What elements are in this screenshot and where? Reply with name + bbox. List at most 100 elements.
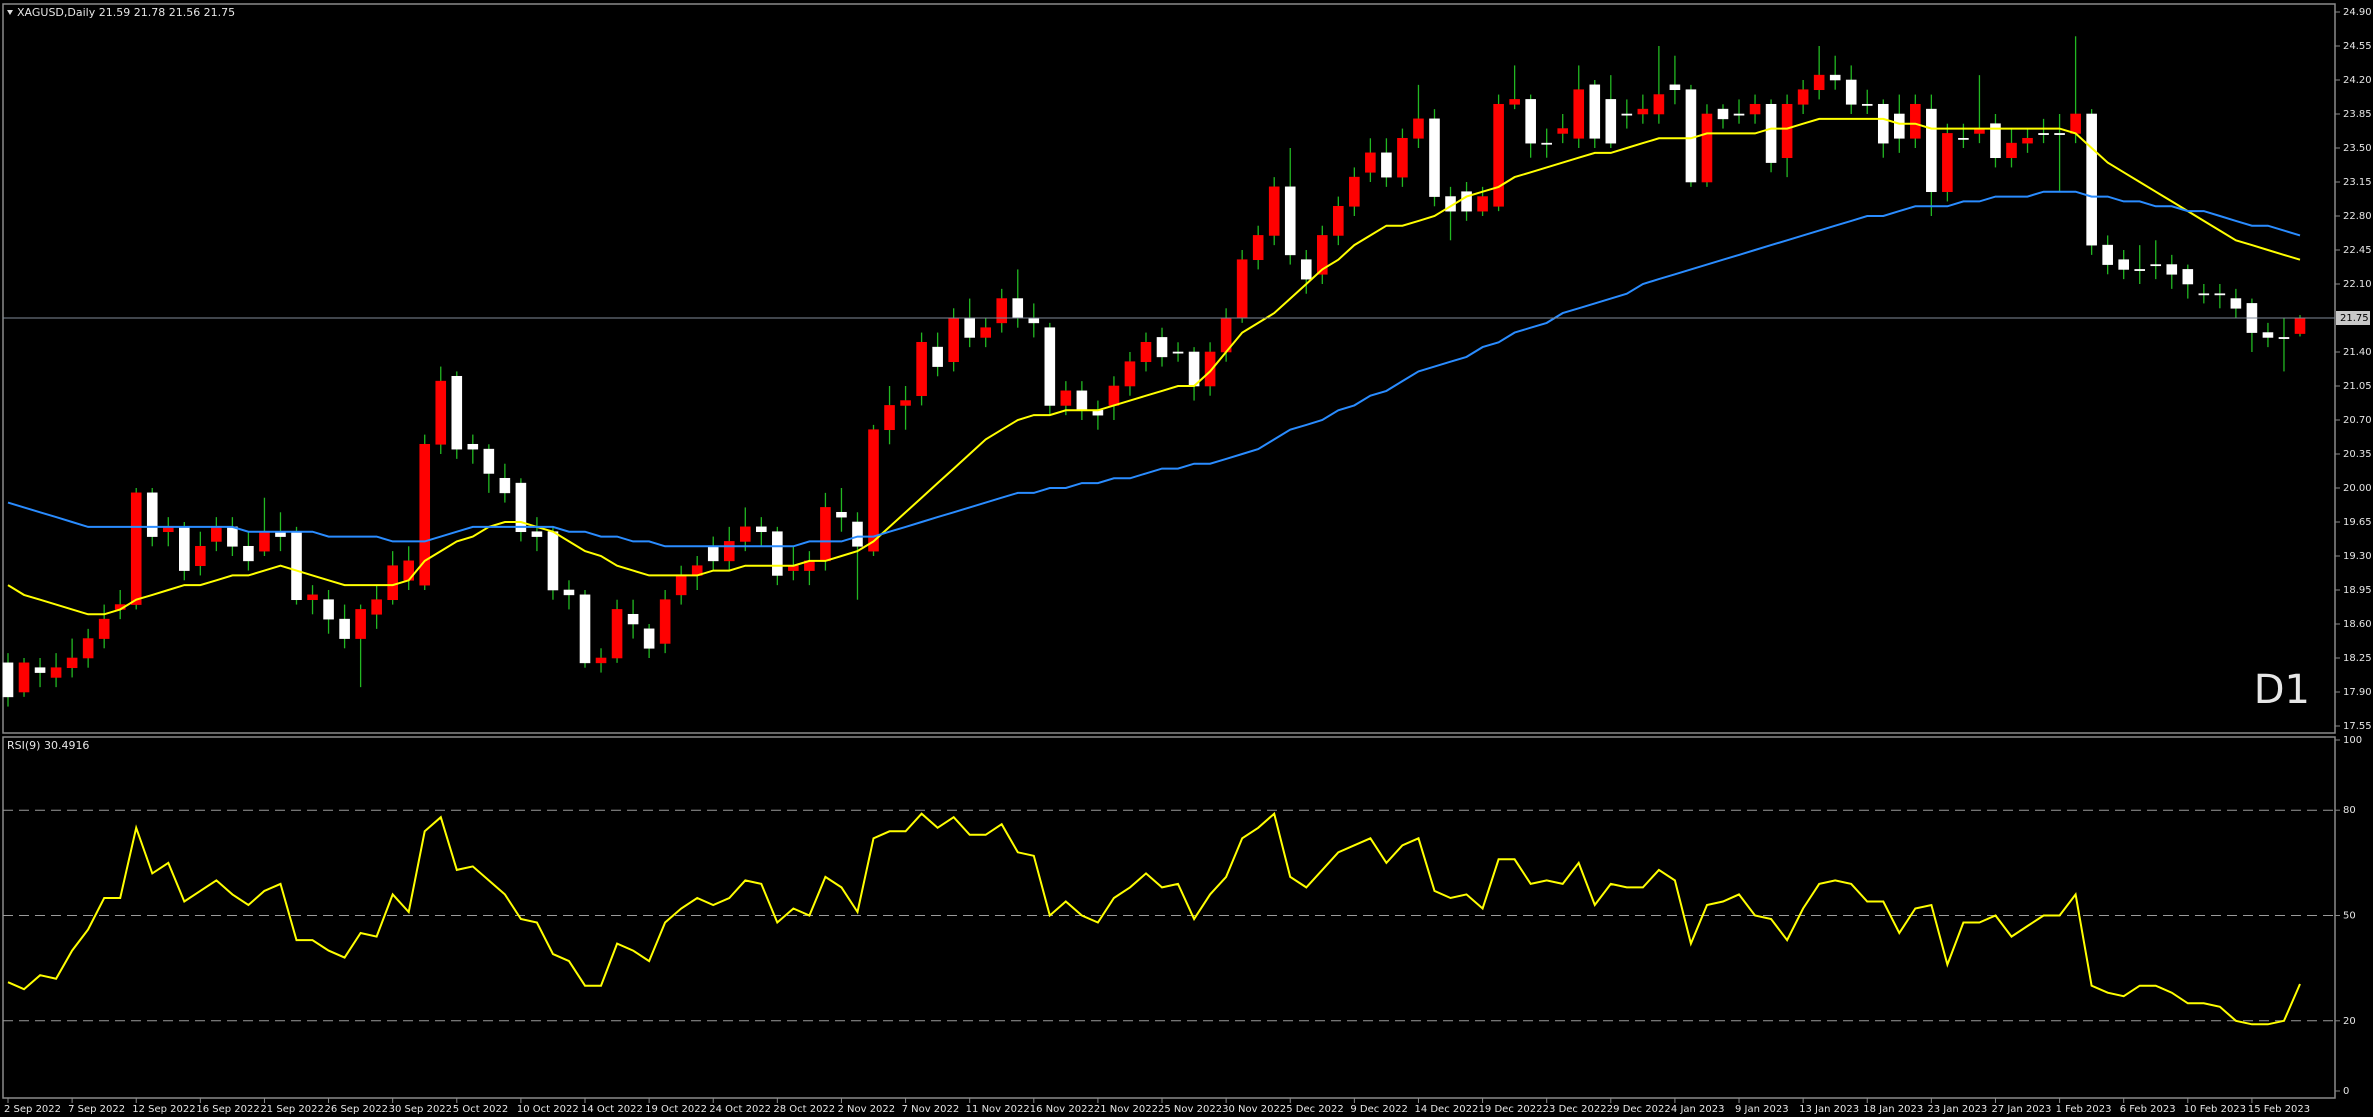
- candle-body: [1525, 99, 1536, 144]
- candle-body: [1990, 123, 2001, 159]
- candle-body: [964, 317, 975, 338]
- menu-icon[interactable]: [7, 10, 13, 15]
- candle-body: [211, 526, 222, 542]
- x-tick-label: 16 Nov 2022: [1030, 1104, 1094, 1115]
- candle-body: [1108, 385, 1120, 406]
- candle-body: [1861, 103, 1873, 106]
- y-tick-label: 18.25: [2343, 653, 2372, 664]
- candle-body: [852, 521, 863, 547]
- candle-body: [1429, 118, 1440, 197]
- candle-body: [1557, 128, 1569, 134]
- current-price-box: [2336, 311, 2370, 325]
- candle-body: [323, 599, 334, 620]
- candle-body: [499, 477, 511, 494]
- x-tick-label: 27 Jan 2023: [1991, 1104, 2051, 1115]
- candle-body: [772, 531, 783, 576]
- candle-body: [1172, 351, 1184, 354]
- x-tick-label: 23 Dec 2022: [1543, 1104, 1607, 1115]
- current-price-label: 21.75: [2340, 313, 2369, 324]
- candle-body: [884, 405, 895, 431]
- candle-body: [98, 618, 110, 639]
- x-tick-label: 9 Dec 2022: [1350, 1104, 1408, 1115]
- x-tick-label: 25 Nov 2022: [1158, 1104, 1222, 1115]
- candle-body: [387, 565, 398, 601]
- y-tick-label: 22.10: [2343, 279, 2372, 290]
- candle-body: [1813, 74, 1825, 91]
- candle-body: [307, 594, 318, 601]
- candle-body: [146, 492, 158, 537]
- candle-body: [2070, 113, 2081, 134]
- candle-body: [611, 609, 623, 659]
- candle-body: [1637, 108, 1649, 115]
- plot-layer: 24.90 24.55 24.20 23.85 23.50 23.15 22.80 22.45…: [2, 7, 2372, 1115]
- candle-body: [868, 429, 879, 552]
- candle-body: [1060, 390, 1072, 406]
- y-tick-label: 22.80: [2343, 211, 2372, 222]
- candle-body: [2134, 269, 2146, 271]
- candle-body: [996, 298, 1008, 324]
- candle-body: [595, 657, 607, 664]
- candle-body: [643, 628, 655, 649]
- candle-body: [563, 589, 575, 596]
- candle-body: [2, 662, 14, 698]
- x-tick-label: 12 Sep 2022: [132, 1104, 195, 1115]
- x-tick-label: 24 Oct 2022: [709, 1104, 771, 1115]
- y-tick-label: 100: [2343, 735, 2362, 746]
- candle-body: [707, 545, 719, 562]
- y-tick-label: 17.55: [2343, 721, 2372, 732]
- y-tick-label: 22.45: [2343, 245, 2372, 256]
- candle-body: [659, 599, 671, 644]
- rsi-panel: [2, 736, 2336, 1099]
- x-tick-label: 29 Dec 2022: [1607, 1104, 1671, 1115]
- y-tick-label: 23.85: [2343, 109, 2372, 120]
- candle-body: [1012, 298, 1024, 319]
- candle-body: [675, 575, 687, 596]
- candle-body: [2294, 317, 2306, 334]
- candle-body: [2198, 293, 2210, 296]
- candle-body: [1316, 235, 1328, 275]
- candle-body: [2230, 298, 2242, 309]
- y-tick-label: 24.55: [2343, 41, 2372, 52]
- y-tick-label: 23.50: [2343, 143, 2372, 154]
- candle-body: [1268, 186, 1280, 236]
- x-tick-label: 11 Nov 2022: [966, 1104, 1030, 1115]
- candle-body: [371, 599, 382, 615]
- y-tick-label: 24.90: [2343, 7, 2372, 18]
- candle-body: [34, 667, 46, 673]
- candle-body: [419, 443, 431, 586]
- candle-body: [1894, 113, 1905, 139]
- x-tick-label: 13 Jan 2023: [1799, 1104, 1859, 1115]
- candle-body: [1733, 113, 1745, 116]
- candle-body: [1877, 103, 1889, 144]
- candle-body: [2214, 293, 2226, 296]
- x-tick-label: 19 Oct 2022: [645, 1104, 707, 1115]
- candle-body: [1621, 113, 1633, 116]
- candle-body: [1749, 103, 1761, 115]
- candle-body: [2278, 337, 2290, 339]
- candle-body: [2182, 269, 2194, 285]
- x-tick-label: 5 Dec 2022: [1286, 1104, 1344, 1115]
- candle-body: [1397, 137, 1408, 178]
- candle-body: [2166, 264, 2178, 275]
- candle-body: [836, 511, 847, 518]
- candle-body: [1204, 351, 1216, 387]
- candle-body: [1076, 390, 1088, 411]
- candle-body: [291, 531, 302, 601]
- price-panel: [2, 3, 2336, 734]
- y-tick-label: 18.95: [2343, 585, 2372, 596]
- candle-body: [756, 526, 767, 533]
- x-tick-label: 1 Feb 2023: [2056, 1104, 2112, 1115]
- candle-body: [1942, 133, 1953, 193]
- x-tick-label: 23 Jan 2023: [1927, 1104, 1987, 1115]
- candle-body: [1701, 113, 1713, 183]
- x-tick-label: 10 Feb 2023: [2184, 1104, 2246, 1115]
- x-tick-label: 6 Feb 2023: [2120, 1104, 2176, 1115]
- candle-body: [1333, 205, 1344, 236]
- candle-body: [1653, 94, 1665, 115]
- x-tick-label: 30 Nov 2022: [1222, 1104, 1286, 1115]
- timeframe-label: D1: [2254, 667, 2310, 713]
- candle-body: [1573, 89, 1585, 139]
- candle-body: [1140, 341, 1152, 363]
- candle-body: [451, 375, 463, 450]
